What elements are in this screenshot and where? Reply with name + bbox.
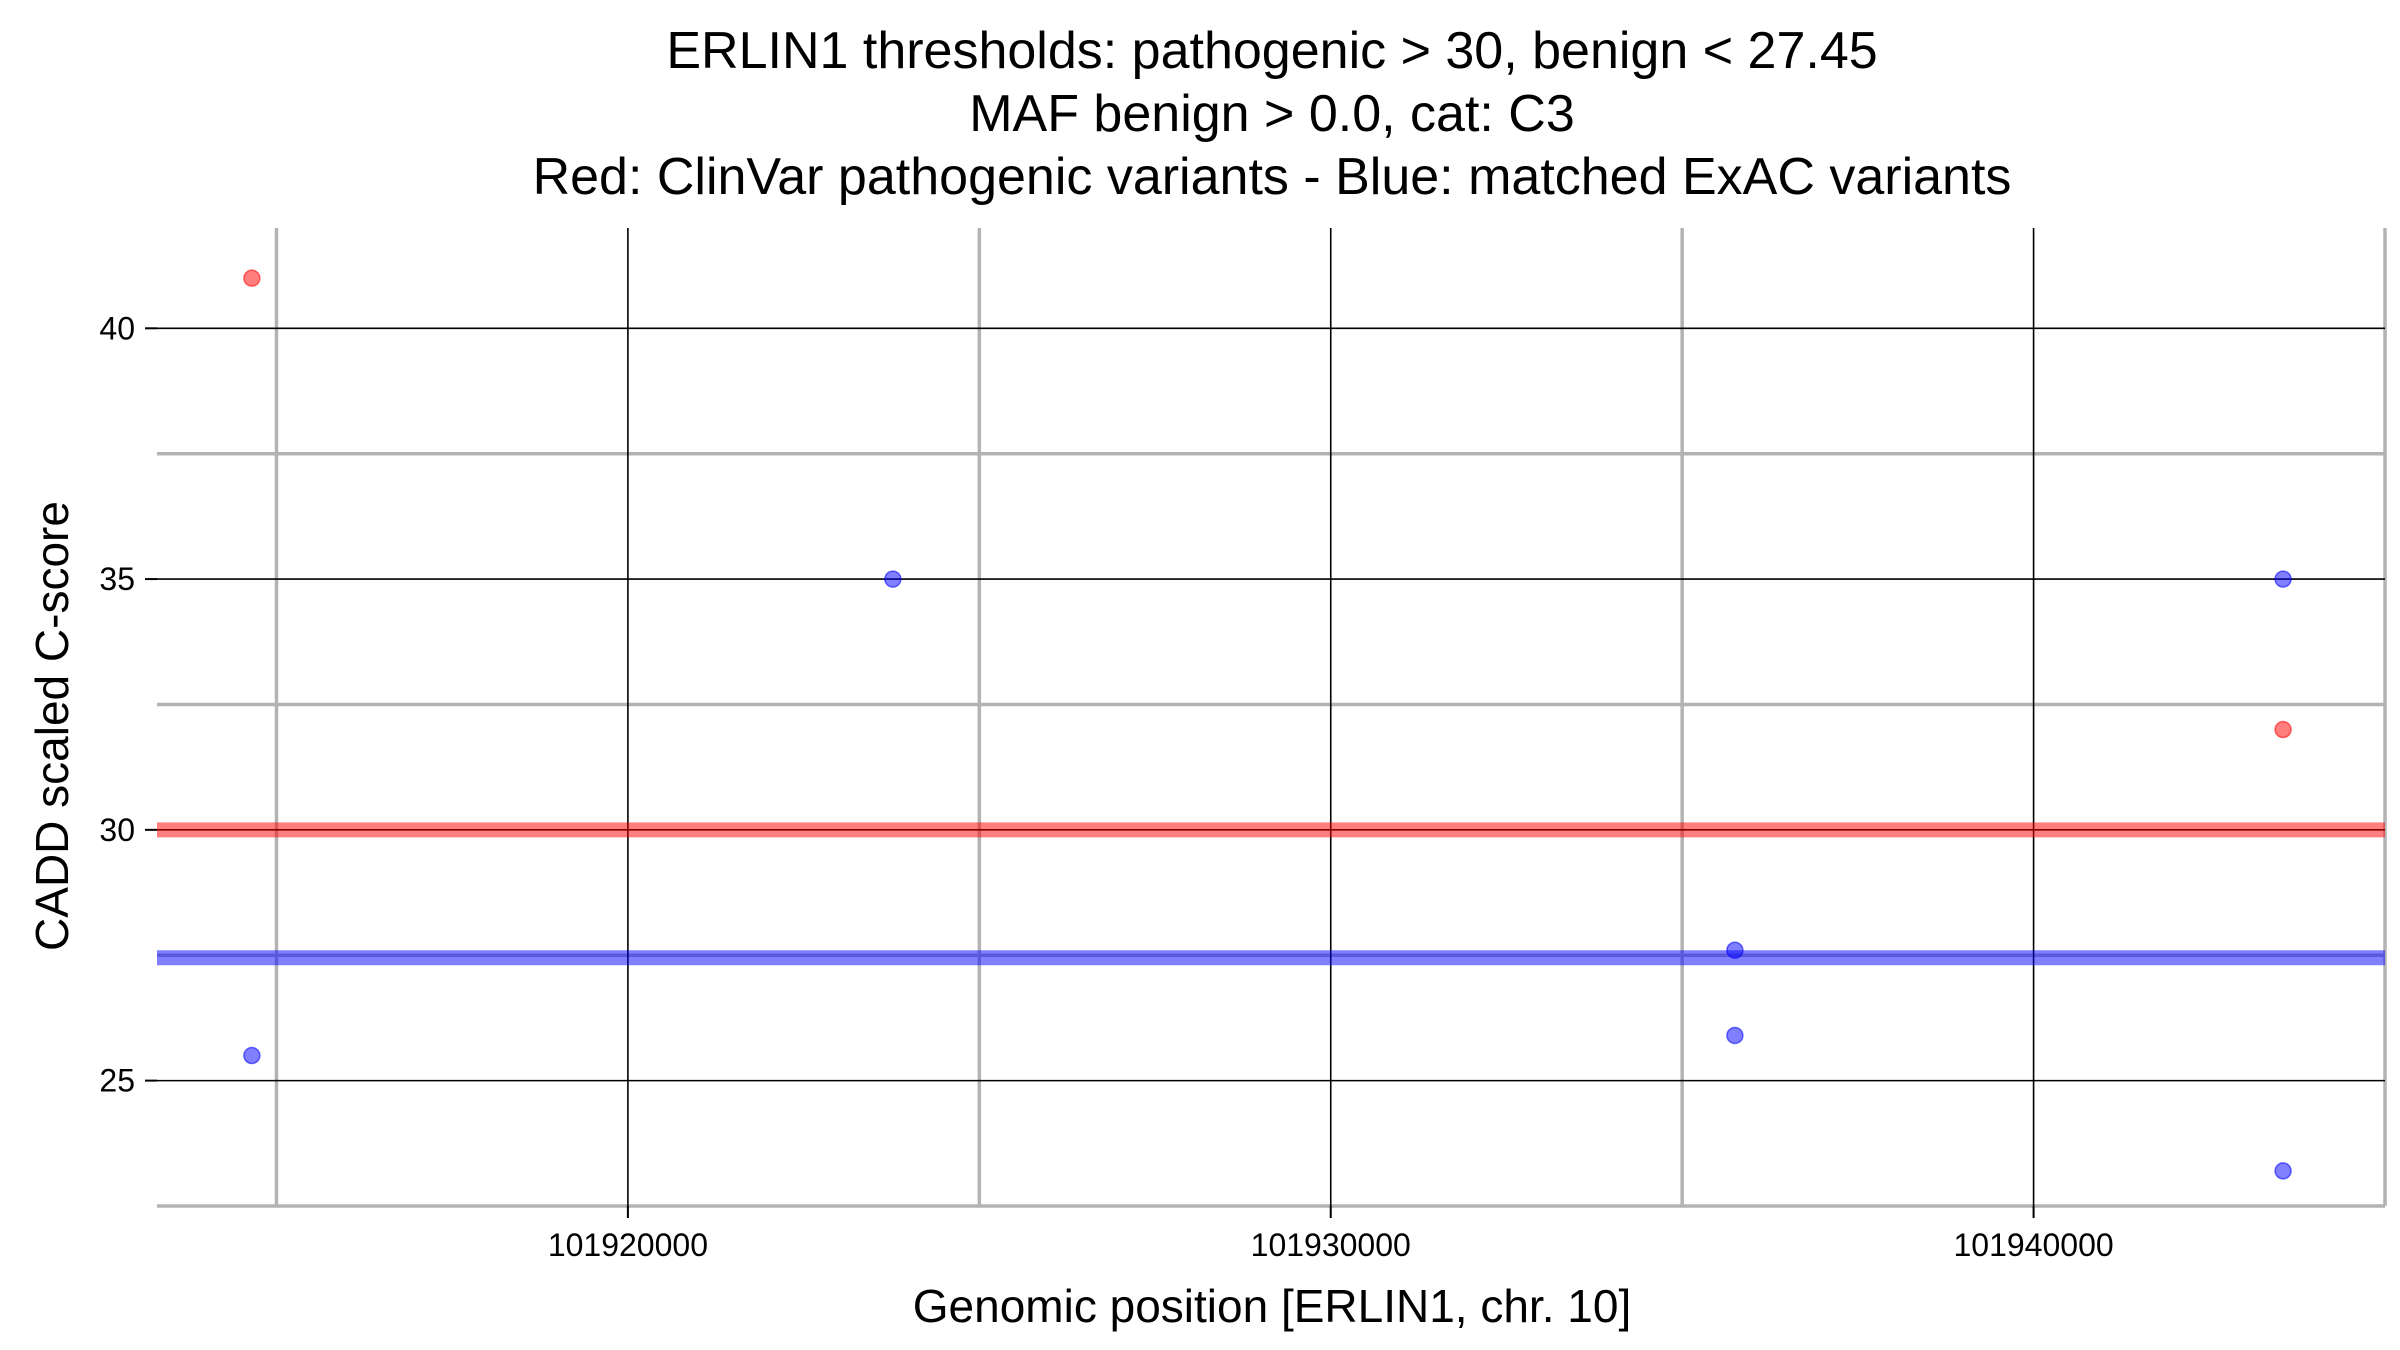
exac-variant-point — [2274, 1162, 2292, 1180]
exac-variant-point — [2274, 570, 2292, 588]
x-tick-label: 101930000 — [1251, 1227, 1411, 1263]
threshold-lines — [157, 822, 2385, 966]
x-axis: 101920000 101930000 101940000 — [548, 1206, 2114, 1263]
y-tick-label: 30 — [99, 812, 135, 848]
y-tick-label: 40 — [99, 310, 135, 346]
exac-variant-point — [1726, 941, 1744, 959]
pathogenic-variant-point — [243, 269, 261, 287]
data-points — [243, 269, 2292, 1180]
y-tick-label: 35 — [99, 561, 135, 597]
y-axis-title: CADD scaled C-score — [26, 501, 78, 951]
title-line-3: Red: ClinVar pathogenic variants - Blue:… — [533, 148, 2012, 206]
x-tick-label: 101920000 — [548, 1227, 708, 1263]
exac-variant-point — [1726, 1026, 1744, 1045]
title-line-2: MAF benign > 0.0, cat: C3 — [969, 85, 1575, 143]
chart-title: ERLIN1 thresholds: pathogenic > 30, beni… — [533, 22, 2012, 206]
minor-gridlines — [157, 228, 2387, 1208]
pathogenic-variant-point — [2274, 720, 2292, 739]
title-line-1: ERLIN1 thresholds: pathogenic > 30, beni… — [666, 22, 1877, 80]
exac-variant-point — [243, 1046, 261, 1065]
y-tick-label: 25 — [99, 1063, 135, 1099]
x-tick-label: 101940000 — [1953, 1227, 2113, 1263]
major-gridlines — [157, 228, 2385, 1206]
exac-variant-point — [884, 570, 902, 588]
x-axis-title: Genomic position [ERLIN1, chr. 10] — [913, 1280, 1631, 1332]
y-axis: 25 30 35 40 — [99, 310, 157, 1099]
